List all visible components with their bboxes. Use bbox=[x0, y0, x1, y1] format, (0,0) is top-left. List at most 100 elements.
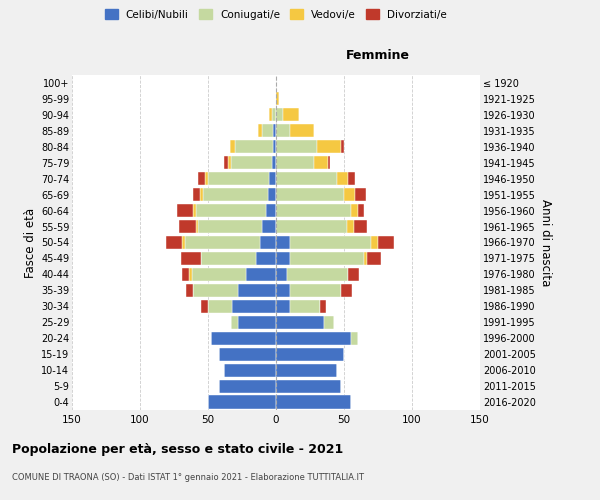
Y-axis label: Anni di nascita: Anni di nascita bbox=[539, 199, 553, 286]
Bar bbox=[276, 108, 283, 122]
Bar bbox=[208, 396, 276, 408]
Bar bbox=[276, 364, 337, 376]
Bar bbox=[193, 188, 200, 201]
Bar bbox=[276, 204, 351, 217]
Bar bbox=[182, 268, 189, 281]
Legend: Celibi/Nubili, Coniugati/e, Vedovi/e, Divorziati/e: Celibi/Nubili, Coniugati/e, Vedovi/e, Di… bbox=[101, 5, 451, 24]
Bar bbox=[205, 172, 208, 185]
Bar bbox=[224, 156, 229, 170]
Bar bbox=[290, 300, 320, 313]
Bar bbox=[371, 236, 378, 249]
Bar bbox=[276, 172, 337, 185]
Bar bbox=[273, 140, 276, 153]
Bar bbox=[259, 124, 262, 138]
Bar bbox=[199, 220, 262, 233]
Bar bbox=[219, 380, 276, 392]
Bar bbox=[266, 204, 276, 217]
Bar bbox=[208, 300, 232, 313]
Bar bbox=[201, 300, 208, 313]
Bar bbox=[208, 172, 269, 185]
Bar bbox=[276, 284, 290, 297]
Bar bbox=[341, 140, 344, 153]
Bar bbox=[347, 220, 353, 233]
Bar bbox=[364, 252, 367, 265]
Bar bbox=[238, 316, 276, 329]
Bar bbox=[256, 252, 276, 265]
Bar bbox=[276, 156, 314, 170]
Bar bbox=[196, 220, 199, 233]
Bar bbox=[290, 236, 371, 249]
Bar bbox=[348, 268, 359, 281]
Bar bbox=[276, 236, 290, 249]
Bar bbox=[269, 108, 272, 122]
Bar bbox=[287, 268, 348, 281]
Bar bbox=[323, 316, 334, 329]
Bar bbox=[189, 268, 191, 281]
Bar bbox=[328, 156, 331, 170]
Bar bbox=[378, 236, 394, 249]
Bar bbox=[290, 124, 314, 138]
Bar bbox=[177, 204, 193, 217]
Text: COMUNE DI TRAONA (SO) - Dati ISTAT 1° gennaio 2021 - Elaborazione TUTTITALIA.IT: COMUNE DI TRAONA (SO) - Dati ISTAT 1° ge… bbox=[12, 472, 364, 482]
Bar bbox=[219, 348, 276, 360]
Bar bbox=[193, 284, 238, 297]
Bar bbox=[179, 220, 196, 233]
Bar bbox=[199, 172, 205, 185]
Bar bbox=[337, 172, 348, 185]
Bar bbox=[276, 380, 341, 392]
Bar bbox=[201, 252, 256, 265]
Bar bbox=[290, 252, 364, 265]
Bar bbox=[276, 92, 279, 106]
Bar bbox=[200, 188, 203, 201]
Bar bbox=[203, 188, 268, 201]
Bar bbox=[314, 156, 328, 170]
Bar bbox=[272, 108, 276, 122]
Bar bbox=[230, 140, 235, 153]
Bar bbox=[246, 268, 276, 281]
Bar bbox=[276, 316, 323, 329]
Bar bbox=[191, 268, 246, 281]
Bar bbox=[276, 268, 287, 281]
Bar bbox=[353, 220, 367, 233]
Bar bbox=[344, 188, 355, 201]
Bar bbox=[276, 220, 347, 233]
Text: Femmine: Femmine bbox=[346, 48, 410, 62]
Bar bbox=[273, 124, 276, 138]
Bar bbox=[276, 396, 351, 408]
Bar bbox=[276, 300, 290, 313]
Bar bbox=[231, 316, 238, 329]
Bar bbox=[238, 284, 276, 297]
Bar bbox=[185, 236, 260, 249]
Bar bbox=[276, 188, 344, 201]
Bar bbox=[193, 204, 196, 217]
Bar bbox=[262, 220, 276, 233]
Bar bbox=[268, 188, 276, 201]
Bar bbox=[272, 156, 276, 170]
Bar bbox=[283, 108, 299, 122]
Bar bbox=[231, 156, 272, 170]
Bar bbox=[351, 204, 358, 217]
Bar bbox=[367, 252, 381, 265]
Bar bbox=[341, 284, 352, 297]
Y-axis label: Fasce di età: Fasce di età bbox=[23, 208, 37, 278]
Bar bbox=[276, 252, 290, 265]
Bar bbox=[355, 188, 366, 201]
Bar bbox=[276, 332, 351, 345]
Bar bbox=[262, 124, 273, 138]
Bar bbox=[196, 204, 266, 217]
Text: Popolazione per età, sesso e stato civile - 2021: Popolazione per età, sesso e stato civil… bbox=[12, 442, 343, 456]
Bar bbox=[276, 124, 290, 138]
Bar bbox=[290, 284, 341, 297]
Bar bbox=[317, 140, 341, 153]
Bar bbox=[211, 332, 276, 345]
Bar bbox=[320, 300, 326, 313]
Bar bbox=[260, 236, 276, 249]
Bar bbox=[224, 364, 276, 376]
Bar bbox=[229, 156, 231, 170]
Bar bbox=[276, 140, 317, 153]
Bar bbox=[186, 284, 193, 297]
Bar bbox=[269, 172, 276, 185]
Bar bbox=[358, 204, 364, 217]
Bar bbox=[276, 348, 344, 360]
Bar bbox=[182, 236, 185, 249]
